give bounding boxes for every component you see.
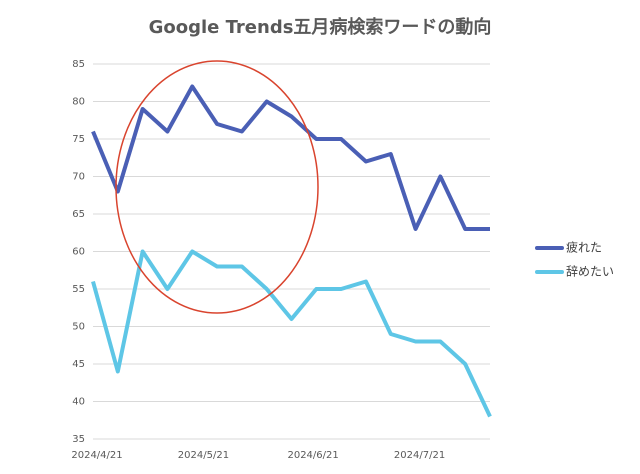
y-tick-label: 55 (72, 284, 85, 295)
x-tick-label: 2024/4/21 (71, 450, 122, 461)
highlight-ellipse (115, 60, 319, 314)
series-line (91, 84, 490, 231)
x-tick-label: 2024/7/21 (394, 450, 445, 461)
y-tick-label: 70 (72, 172, 85, 183)
y-tick-label: 80 (72, 97, 85, 108)
y-tick-label: 75 (72, 134, 85, 145)
y-tick-label: 45 (72, 359, 85, 370)
y-tick-label: 50 (72, 322, 85, 333)
y-tick-label: 35 (72, 434, 85, 445)
x-tick-label: 2024/5/21 (178, 450, 229, 461)
series-line (91, 249, 492, 418)
y-tick-label: 65 (72, 209, 85, 220)
y-tick-label: 85 (72, 59, 85, 70)
y-tick-label: 60 (72, 247, 85, 258)
x-tick-label: 2024/6/21 (287, 450, 338, 461)
chart-title: Google Trends五月病検索ワードの動向 (149, 16, 492, 38)
legend-label: 疲れた (566, 240, 602, 255)
y-tick-label: 40 (72, 397, 85, 408)
legend-label: 辞めたい (566, 264, 614, 279)
